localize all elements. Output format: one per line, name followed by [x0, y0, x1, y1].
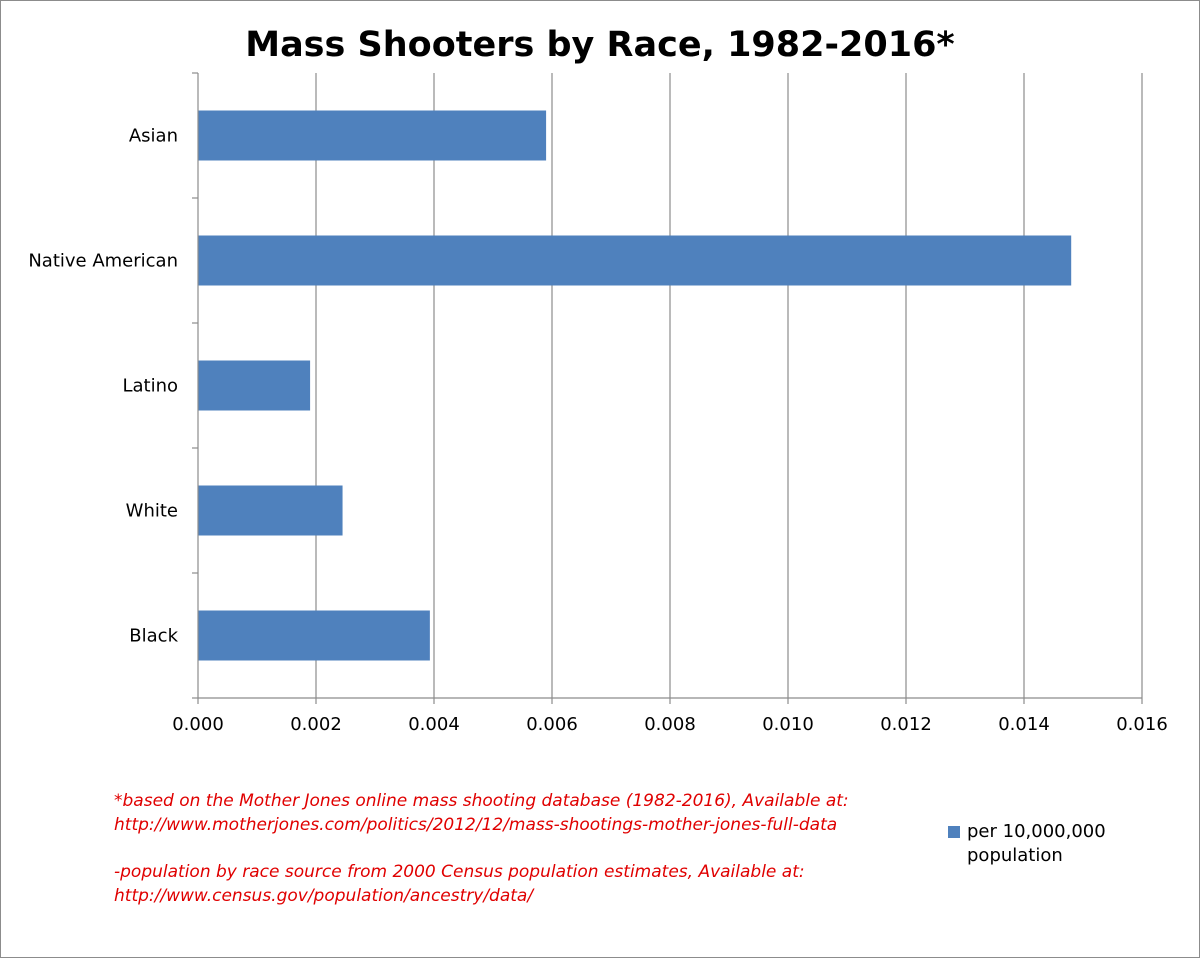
x-tick-label: 0.012 — [880, 714, 932, 735]
x-tick-label: 0.008 — [644, 714, 696, 735]
category-label: Black — [129, 626, 178, 647]
legend-swatch — [948, 826, 960, 838]
bar-native-american — [198, 235, 1072, 286]
x-tick-label: 0.010 — [762, 714, 814, 735]
category-label: Latino — [122, 376, 178, 397]
source-note-1: *based on the Mother Jones online mass s… — [114, 791, 849, 811]
source-link-1: http://www.motherjones.com/politics/2012… — [114, 815, 838, 835]
category-label: Native American — [28, 251, 178, 272]
bar-black — [198, 610, 430, 661]
x-tick-label: 0.014 — [998, 714, 1050, 735]
bar-latino — [198, 360, 311, 411]
x-tick-label: 0.016 — [1116, 714, 1168, 735]
legend-label: per 10,000,000 population — [967, 821, 1106, 866]
x-tick-label: 0.004 — [408, 714, 460, 735]
category-label: White — [126, 501, 178, 522]
bar-asian — [198, 110, 547, 161]
source-link-2: http://www.census.gov/population/ancestr… — [114, 886, 534, 906]
axes — [192, 72, 1143, 704]
x-tick-label: 0.002 — [290, 714, 342, 735]
x-tick-label: 0.000 — [172, 714, 224, 735]
category-label: Asian — [129, 126, 178, 147]
x-tick-label: 0.006 — [526, 714, 578, 735]
source-note-2: -population by race source from 2000 Cen… — [114, 862, 805, 882]
bar-white — [198, 485, 343, 536]
gridlines — [315, 73, 1143, 698]
chart-title: Mass Shooters by Race, 1982-2016* — [245, 25, 955, 65]
bars — [198, 110, 1072, 661]
axis-labels: 0.000 0.002 0.004 0.006 0.008 0.010 0.012 0.014… — [28, 126, 1167, 736]
